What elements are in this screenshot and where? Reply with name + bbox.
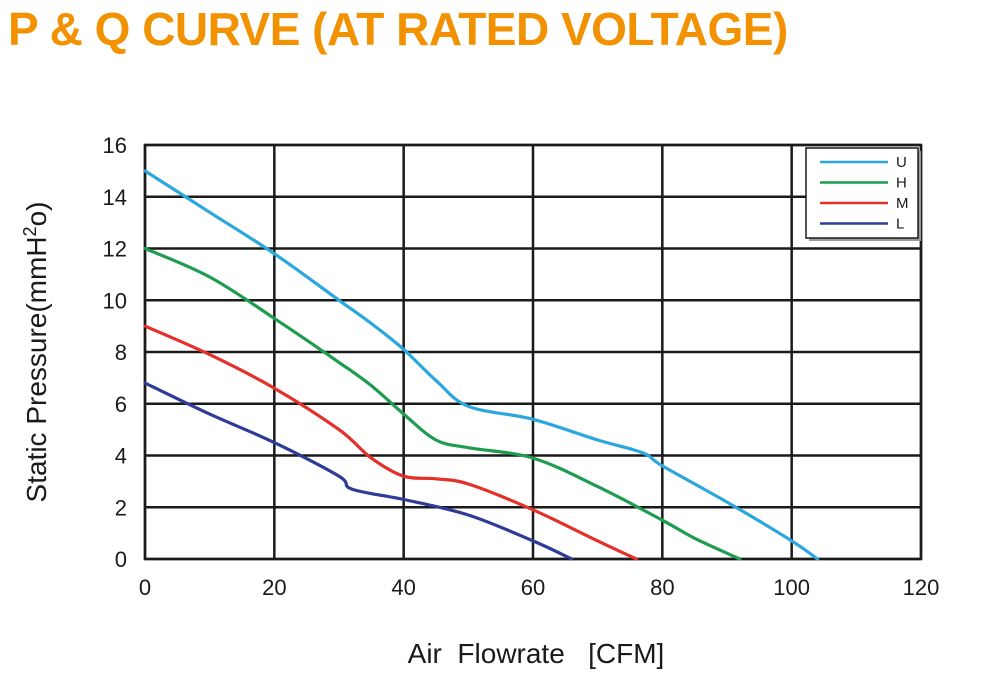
x-tick-label: 100 [773, 575, 810, 600]
y-axis-title-main: Static Pressure(mmH [21, 236, 52, 502]
y-axis-title: Static Pressure(mmH2o) [20, 202, 52, 503]
series-line-H [143, 246, 742, 561]
x-tick-label: 40 [391, 575, 415, 600]
series-line-U [143, 169, 820, 561]
legend-label-H: H [896, 175, 907, 192]
legend-label-L: L [896, 216, 904, 233]
y-axis-title-end: o) [21, 202, 52, 227]
x-tick-label: 80 [650, 575, 674, 600]
y-tick-label: 4 [115, 444, 127, 469]
x-tick-label: 120 [903, 575, 940, 600]
x-tick-label: 0 [139, 575, 151, 600]
y-tick-label: 0 [115, 547, 127, 572]
x-tick-label: 20 [262, 575, 286, 600]
y-tick-label: 6 [115, 392, 127, 417]
grid [143, 143, 923, 561]
plot-frame [143, 143, 923, 561]
chart-title: P & Q CURVE (AT RATED VOLTAGE) [8, 3, 788, 55]
series-line-L [143, 381, 574, 561]
y-tick-label: 16 [103, 133, 127, 158]
y-tick-label: 10 [103, 288, 127, 313]
tick-labels: 0 20 40 60 80 100 120 0 2 4 6 8 10 12 14 16 [103, 133, 940, 600]
y-tick-label: 2 [115, 495, 127, 520]
legend-label-U: U [896, 154, 907, 171]
series-lines [143, 169, 820, 561]
legend-label-M: M [896, 195, 909, 212]
x-axis-title: Air Flowrate [CFM] [408, 638, 665, 669]
y-tick-label: 8 [115, 340, 127, 365]
y-tick-label: 12 [103, 237, 127, 262]
y-tick-label: 14 [103, 185, 127, 210]
y-axis-title-superscript: 2 [20, 226, 40, 236]
x-tick-label: 60 [521, 575, 545, 600]
series-line-M [143, 324, 639, 561]
